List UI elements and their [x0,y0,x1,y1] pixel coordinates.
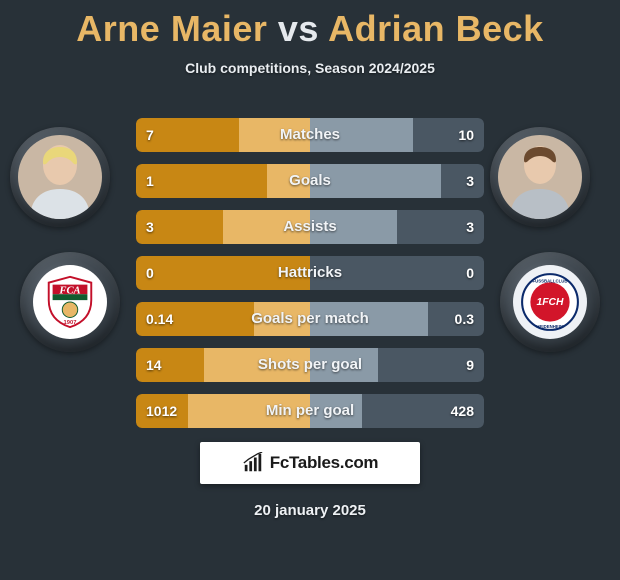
svg-text:HEIDENHEIM: HEIDENHEIM [536,324,564,329]
date-label: 20 january 2025 [0,502,620,519]
avatar-placeholder-icon [18,135,102,219]
title-player2: Adrian Beck [328,8,544,49]
stat-row: Shots per goal149 [136,348,484,382]
club1-badge: FCA 1907 [20,252,120,352]
svg-text:FUSSBALLCLUB: FUSSBALLCLUB [532,278,567,283]
club2-badge: 1FCH FUSSBALLCLUB HEIDENHEIM [500,252,600,352]
club-badge-icon: 1FCH FUSSBALLCLUB HEIDENHEIM [513,265,587,339]
avatar-placeholder-icon [498,135,582,219]
title-player1: Arne Maier [76,8,267,49]
subtitle: Club competitions, Season 2024/2025 [0,60,620,76]
title-vs: vs [278,8,319,49]
svg-text:1FCH: 1FCH [537,297,565,308]
brand-logo-icon [242,452,264,474]
page-title: Arne Maier vs Adrian Beck [0,0,620,50]
stat-row: Goals13 [136,164,484,198]
stat-row: Assists33 [136,210,484,244]
player1-avatar [10,127,110,227]
svg-text:1907: 1907 [64,320,77,326]
stat-row: Goals per match0.140.3 [136,302,484,336]
club-badge-icon: FCA 1907 [33,265,107,339]
brand-text: FcTables.com [270,453,379,473]
stat-row: Min per goal1012428 [136,394,484,428]
comparison-bars: Matches710 Goals13 Assists33 Hattricks00 Goa… [136,118,484,440]
player2-avatar [490,127,590,227]
brand-footer: FcTables.com [200,442,420,484]
stat-row: Hattricks00 [136,256,484,290]
stat-row: Matches710 [136,118,484,152]
